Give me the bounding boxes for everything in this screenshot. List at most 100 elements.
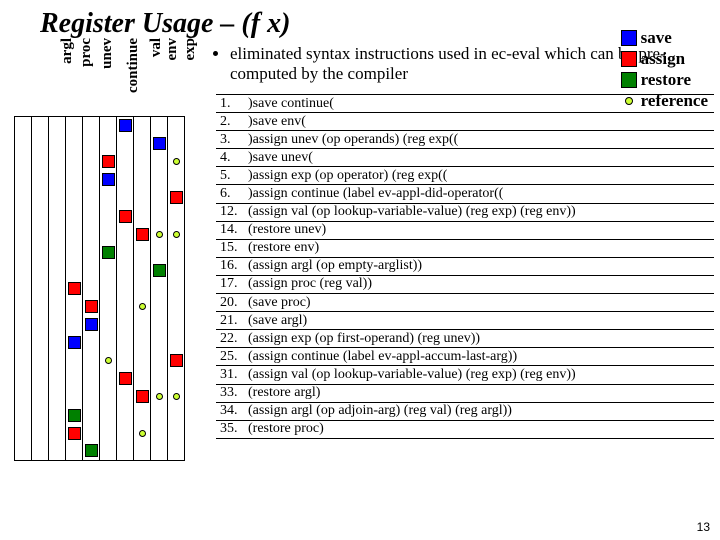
grid-cell — [100, 135, 117, 153]
grid-cell — [66, 189, 83, 207]
instruction-text: (assign val (op lookup-variable-value) (… — [244, 366, 714, 384]
register-header-env: env — [164, 38, 181, 61]
grid-cell — [134, 297, 151, 315]
grid-cell — [66, 225, 83, 243]
register-header-exp: exp — [182, 38, 199, 61]
instruction-row: 20.(save proc) — [216, 294, 714, 312]
grid-cell — [134, 243, 151, 261]
grid-cell — [151, 225, 168, 243]
grid-cell — [151, 153, 168, 171]
grid-cell — [134, 279, 151, 297]
grid-cell — [168, 207, 185, 225]
grid-cell — [117, 243, 134, 261]
instruction-row: 35.(restore proc) — [216, 420, 714, 438]
grid-cell — [66, 243, 83, 261]
instruction-row: 16.(assign argl (op empty-arglist)) — [216, 257, 714, 275]
legend-swatch — [621, 72, 637, 88]
grid-cell — [134, 225, 151, 243]
grid-cell — [117, 297, 134, 315]
grid-cell — [83, 225, 100, 243]
instruction-text: (save proc) — [244, 294, 714, 312]
grid-cell — [134, 334, 151, 352]
instruction-number: 12. — [216, 203, 244, 221]
grid-cell — [66, 388, 83, 406]
grid-cell — [83, 406, 100, 424]
grid-cell — [83, 334, 100, 352]
grid-cell — [117, 406, 134, 424]
grid-cell — [117, 207, 134, 225]
grid-cell — [117, 153, 134, 171]
grid-cell — [66, 171, 83, 189]
cell-marker-restore — [85, 444, 98, 457]
grid-cell — [168, 153, 185, 171]
grid-cell — [134, 370, 151, 388]
legend-label: reference — [641, 91, 708, 111]
grid-cell — [134, 189, 151, 207]
instruction-text: (restore env) — [244, 239, 714, 257]
cell-marker-assign — [170, 191, 183, 204]
instruction-row: 14.(restore unev) — [216, 221, 714, 239]
instruction-text: (assign argl (op adjoin-arg) (reg val) (… — [244, 402, 714, 420]
grid-cell — [151, 279, 168, 297]
cell-marker-reference — [156, 231, 163, 238]
instruction-text: (assign proc (reg val)) — [244, 275, 714, 293]
instruction-row: 31.(assign val (op lookup-variable-value… — [216, 366, 714, 384]
grid-cell — [83, 352, 100, 370]
grid-cell — [134, 406, 151, 424]
grid-cell — [66, 207, 83, 225]
grid-cell — [168, 316, 185, 334]
grid-cell — [151, 424, 168, 442]
grid-cell — [83, 135, 100, 153]
instruction-number: 15. — [216, 239, 244, 257]
grid-cell — [168, 279, 185, 297]
grid-cell — [168, 189, 185, 207]
grid-cell — [117, 279, 134, 297]
cell-marker-assign — [68, 427, 81, 440]
grid-cell — [168, 261, 185, 279]
cell-marker-restore — [153, 264, 166, 277]
grid-cell — [117, 171, 134, 189]
instruction-text: (assign exp (op first-operand) (reg unev… — [244, 330, 714, 348]
grid-cell — [134, 171, 151, 189]
instruction-text: (restore argl) — [244, 384, 714, 402]
legend-swatch — [621, 30, 637, 46]
grid-cell — [83, 171, 100, 189]
cell-marker-assign — [119, 372, 132, 385]
grid-cell — [100, 442, 117, 460]
grid-cell — [168, 370, 185, 388]
instruction-number: 20. — [216, 294, 244, 312]
grid-cell — [83, 279, 100, 297]
grid-cell — [83, 261, 100, 279]
instruction-number: 25. — [216, 348, 244, 366]
legend-item-save: save — [621, 28, 708, 48]
grid-cell — [83, 189, 100, 207]
grid-cell — [117, 225, 134, 243]
grid-cell — [117, 388, 134, 406]
instruction-number: 21. — [216, 312, 244, 330]
cell-marker-assign — [102, 155, 115, 168]
grid-cell — [66, 370, 83, 388]
instruction-text: )assign unev (op operands) (reg exp(( — [244, 131, 714, 149]
grid-cell — [117, 316, 134, 334]
cell-marker-assign — [136, 228, 149, 241]
grid-cell — [134, 424, 151, 442]
instruction-number: 34. — [216, 402, 244, 420]
grid-cell — [117, 189, 134, 207]
grid-cell — [168, 117, 185, 135]
grid-cell — [83, 153, 100, 171]
instruction-number: 6. — [216, 185, 244, 203]
instruction-text: (assign argl (op empty-arglist)) — [244, 257, 714, 275]
instruction-row: 22.(assign exp (op first-operand) (reg u… — [216, 330, 714, 348]
grid-cell — [134, 261, 151, 279]
grid-cell — [100, 243, 117, 261]
grid-cell — [100, 297, 117, 315]
instruction-row: 17.(assign proc (reg val)) — [216, 275, 714, 293]
grid-cell — [100, 388, 117, 406]
grid-cell — [134, 117, 151, 135]
grid-cell — [100, 370, 117, 388]
cell-marker-assign — [119, 210, 132, 223]
grid-cell — [117, 261, 134, 279]
grid-cell — [134, 153, 151, 171]
register-header-unev: unev — [99, 38, 116, 69]
legend-label: save — [641, 28, 672, 48]
